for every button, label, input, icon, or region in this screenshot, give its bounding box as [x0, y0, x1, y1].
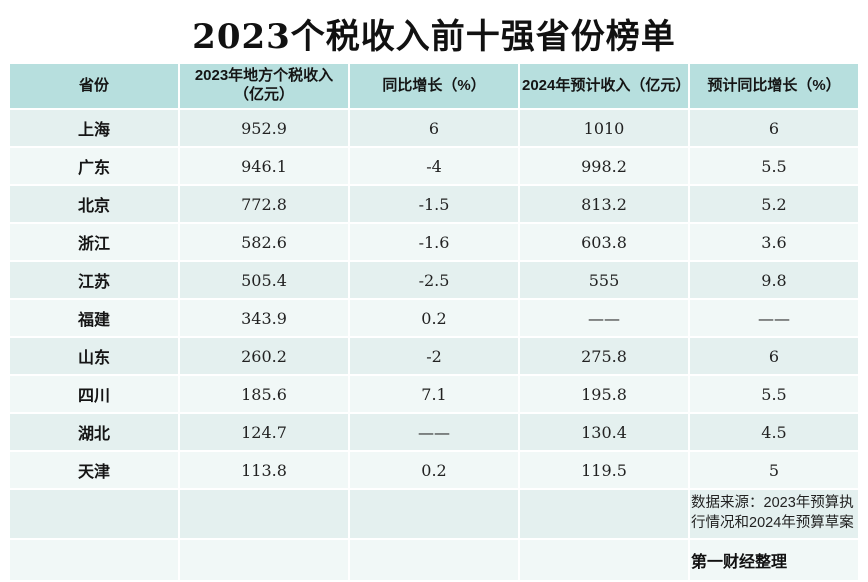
empty-cell [180, 540, 348, 580]
table-row: 四川 185.6 7.1 195.8 5.5 [10, 376, 858, 412]
value-cell: -2 [350, 338, 518, 374]
value-cell: 119.5 [520, 452, 688, 488]
value-cell: 952.9 [180, 110, 348, 146]
province-cell: 天津 [10, 452, 178, 488]
province-cell: 浙江 [10, 224, 178, 260]
province-cell: 湖北 [10, 414, 178, 450]
value-cell: 195.8 [520, 376, 688, 412]
province-cell: 北京 [10, 186, 178, 222]
value-cell: 603.8 [520, 224, 688, 260]
table-row: 广东 946.1 -4 998.2 5.5 [10, 148, 858, 184]
value-cell: -1.5 [350, 186, 518, 222]
value-cell: 998.2 [520, 148, 688, 184]
column-header-income-2023: 2023年地方个税收入（亿元） [180, 64, 348, 108]
value-cell: 113.8 [180, 452, 348, 488]
value-cell: 5.5 [690, 376, 858, 412]
credit-note: 第一财经整理 [690, 540, 858, 580]
empty-cell [520, 490, 688, 538]
value-cell: 6 [690, 110, 858, 146]
table-row: 北京 772.8 -1.5 813.2 5.2 [10, 186, 858, 222]
empty-cell [520, 540, 688, 580]
value-cell: 6 [690, 338, 858, 374]
province-cell: 上海 [10, 110, 178, 146]
source-row: 数据来源：2023年预算执行情况和2024年预算草案 [10, 490, 858, 538]
column-header-province: 省份 [10, 64, 178, 108]
value-cell: 505.4 [180, 262, 348, 298]
empty-cell [350, 490, 518, 538]
source-note: 数据来源：2023年预算执行情况和2024年预算草案 [690, 490, 858, 538]
value-cell: 5 [690, 452, 858, 488]
column-header-income-2024: 2024年预计收入（亿元） [520, 64, 690, 108]
value-cell: 772.8 [180, 186, 348, 222]
value-cell: 0.2 [350, 452, 518, 488]
province-cell: 山东 [10, 338, 178, 374]
table-row: 江苏 505.4 -2.5 555 9.8 [10, 262, 858, 298]
value-cell: 9.8 [690, 262, 858, 298]
value-cell: 7.1 [350, 376, 518, 412]
page-title: 2023个税收入前十强省份榜单 [192, 17, 676, 57]
empty-cell [10, 540, 178, 580]
value-cell: 813.2 [520, 186, 688, 222]
table-row: 上海 952.9 6 1010 6 [10, 110, 858, 146]
value-cell: 260.2 [180, 338, 348, 374]
value-cell: 0.2 [350, 300, 518, 336]
province-cell: 四川 [10, 376, 178, 412]
credit-row: 第一财经整理 [10, 540, 858, 580]
value-cell: 130.4 [520, 414, 688, 450]
value-cell: 275.8 [520, 338, 688, 374]
table-footer: 数据来源：2023年预算执行情况和2024年预算草案 第一财经整理 [10, 490, 858, 580]
value-cell: 6 [350, 110, 518, 146]
table-header: 省份 2023年地方个税收入（亿元） 同比增长（%） 2024年预计收入（亿元）… [10, 64, 858, 108]
value-cell: 3.6 [690, 224, 858, 260]
header-row: 省份 2023年地方个税收入（亿元） 同比增长（%） 2024年预计收入（亿元）… [10, 64, 858, 108]
value-cell: 582.6 [180, 224, 348, 260]
value-cell: 5.2 [690, 186, 858, 222]
value-cell: 1010 [520, 110, 688, 146]
tax-ranking-table: 省份 2023年地方个税收入（亿元） 同比增长（%） 2024年预计收入（亿元）… [8, 62, 860, 582]
column-header-yoy-growth: 同比增长（%） [350, 64, 518, 108]
value-cell: —— [690, 300, 858, 336]
value-cell: -1.6 [350, 224, 518, 260]
province-cell: 广东 [10, 148, 178, 184]
value-cell: —— [350, 414, 518, 450]
value-cell: 343.9 [180, 300, 348, 336]
table-body: 上海 952.9 6 1010 6 广东 946.1 -4 998.2 5.5 北京 772.8 -1.… [10, 110, 858, 488]
empty-cell [350, 540, 518, 580]
value-cell: 5.5 [690, 148, 858, 184]
value-cell: —— [520, 300, 688, 336]
province-cell: 江苏 [10, 262, 178, 298]
table-row: 福建 343.9 0.2 —— —— [10, 300, 858, 336]
province-cell: 福建 [10, 300, 178, 336]
value-cell: -4 [350, 148, 518, 184]
empty-cell [180, 490, 348, 538]
value-cell: -2.5 [350, 262, 518, 298]
table-row: 天津 113.8 0.2 119.5 5 [10, 452, 858, 488]
empty-cell [10, 490, 178, 538]
table-row: 山东 260.2 -2 275.8 6 [10, 338, 858, 374]
value-cell: 185.6 [180, 376, 348, 412]
table-row: 浙江 582.6 -1.6 603.8 3.6 [10, 224, 858, 260]
value-cell: 4.5 [690, 414, 858, 450]
column-header-projected-growth: 预计同比增长（%） [690, 64, 858, 108]
value-cell: 124.7 [180, 414, 348, 450]
value-cell: 946.1 [180, 148, 348, 184]
value-cell: 555 [520, 262, 688, 298]
table-row: 湖北 124.7 —— 130.4 4.5 [10, 414, 858, 450]
